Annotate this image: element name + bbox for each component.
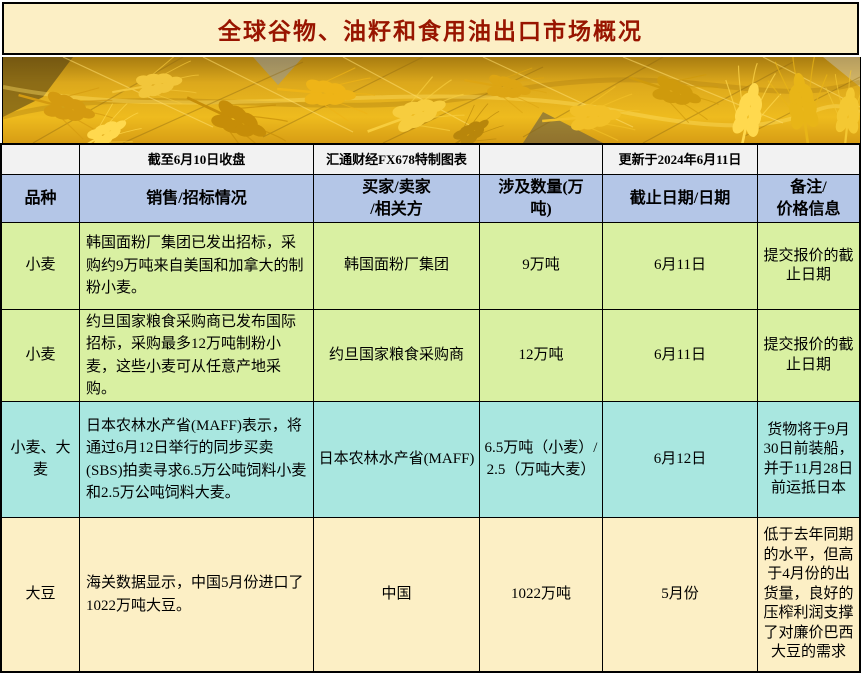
column-header-party-line2: /相关方 [370, 200, 423, 218]
column-header-notes-line2: 价格信息 [776, 200, 841, 218]
info-cell-empty-2 [480, 145, 603, 175]
row3-details-text: 日本农林水产省(MAFF)表示，将通过6月12日举行的同步买卖(SBS)拍卖寻求… [86, 417, 307, 502]
page-title: 全球谷物、油籽和食用油出口市场概况 [218, 18, 643, 44]
column-header-quantity: 涉及数量(万吨) [480, 175, 603, 223]
update-note: 更新于2024年6月11日 [603, 145, 758, 175]
row3-deadline: 6月12日 [603, 402, 758, 518]
title-bar: 全球谷物、油籽和食用油出口市场概况 [2, 2, 859, 55]
row4-deadline: 5月份 [603, 518, 758, 671]
row2-details-text: 约旦国家粮食采购商已发布国际招标，采购最多12万吨制粉小麦，这些小麦可从任意产地… [86, 313, 297, 398]
row2-deadline: 6月11日 [603, 310, 758, 402]
row4-details-text: 海关数据显示，中国5月份进口了1022万吨大豆。 [86, 575, 304, 614]
row2-details: 约旦国家粮食采购商已发布国际招标，采购最多12万吨制粉小麦，这些小麦可从任意产地… [80, 310, 314, 402]
row4-party: 中国 [314, 518, 480, 671]
row1-party: 韩国面粉厂集团 [314, 223, 480, 310]
info-cell-empty-1 [2, 145, 80, 175]
row3-party: 日本农林水产省(MAFF) [314, 402, 480, 518]
row3-details: 日本农林水产省(MAFF)表示，将通过6月12日举行的同步买卖(SBS)拍卖寻求… [80, 402, 314, 518]
row3-quantity: 6.5万吨（小麦）/ 2.5（万吨大麦） [480, 402, 603, 518]
row4-quantity: 1022万吨 [480, 518, 603, 671]
row3-variety: 小麦、大麦 [2, 402, 80, 518]
column-header-variety: 品种 [2, 175, 80, 223]
column-header-notes-line1: 备注/ [790, 178, 827, 196]
row1-notes: 提交报价的截止日期 [758, 223, 859, 310]
row1-deadline: 6月11日 [603, 223, 758, 310]
wheat-banner-image [2, 57, 861, 143]
row1-variety: 小麦 [2, 223, 80, 310]
column-header-deadline: 截止日期/日期 [603, 175, 758, 223]
row1-details-text: 韩国面粉厂集团已发出招标，采购约9万吨来自美国和加拿大的制粉小麦。 [86, 235, 304, 297]
row4-variety: 大豆 [2, 518, 80, 671]
row3-quantity-line1: 6.5万吨（小麦）/ [484, 439, 598, 456]
column-header-details: 销售/招标情况 [80, 175, 314, 223]
row3-notes: 货物将于9月30日前装船，并于11月28日前运抵日本 [758, 402, 859, 518]
column-header-party: 买家/卖家 /相关方 [314, 175, 480, 223]
row1-quantity: 9万吨 [480, 223, 603, 310]
source-note: 汇通财经FX678特制图表 [314, 145, 480, 175]
info-cell-empty-3 [758, 145, 859, 175]
column-header-notes: 备注/ 价格信息 [758, 175, 859, 223]
row4-details: 海关数据显示，中国5月份进口了1022万吨大豆。 [80, 518, 314, 671]
column-header-party-line1: 买家/卖家 [362, 178, 431, 196]
row2-variety: 小麦 [2, 310, 80, 402]
row2-quantity: 12万吨 [480, 310, 603, 402]
as-of-note: 截至6月10日收盘 [80, 145, 314, 175]
row1-details: 韩国面粉厂集团已发出招标，采购约9万吨来自美国和加拿大的制粉小麦。 [80, 223, 314, 310]
row2-notes: 提交报价的截止日期 [758, 310, 859, 402]
row2-party: 约旦国家粮食采购商 [314, 310, 480, 402]
wheat-illustration [3, 57, 860, 143]
row3-quantity-line2: 2.5（万吨大麦） [486, 461, 596, 478]
row4-notes: 低于去年同期的水平，但高于4月份的出货量，良好的压榨利润支撑了对廉价巴西大豆的需… [758, 518, 859, 671]
market-table: 截至6月10日收盘 汇通财经FX678特制图表 更新于2024年6月11日 品种… [0, 143, 861, 673]
